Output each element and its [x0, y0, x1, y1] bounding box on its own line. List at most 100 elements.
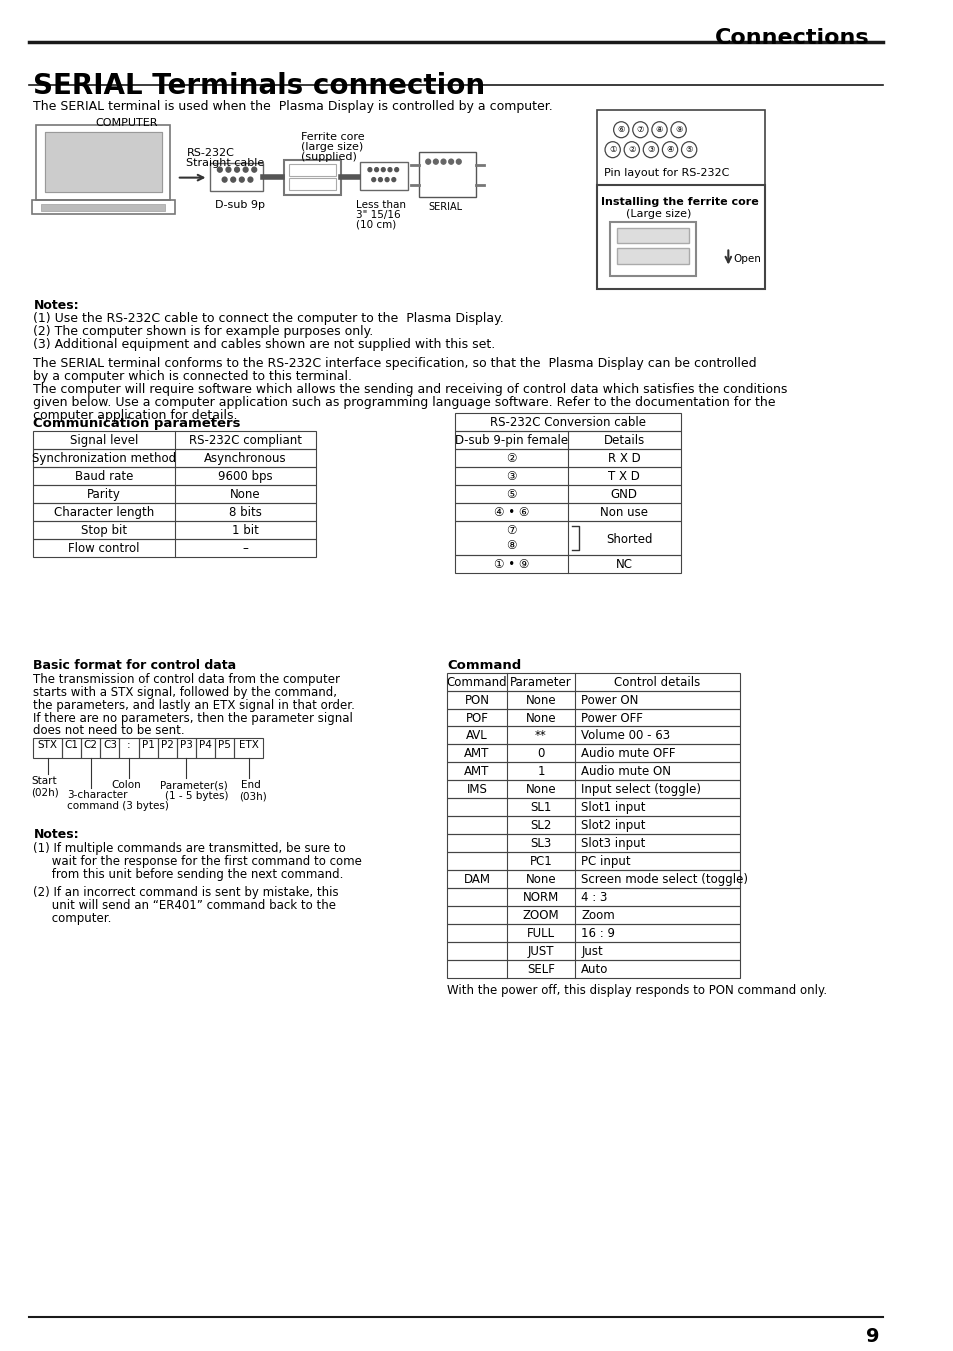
Bar: [447, 870, 739, 888]
Bar: [447, 708, 739, 727]
Circle shape: [252, 168, 256, 172]
Bar: [447, 798, 739, 816]
Text: ⑨: ⑨: [674, 126, 681, 134]
Text: P3: P3: [180, 740, 193, 750]
Text: (1 - 5 bytes): (1 - 5 bytes): [165, 792, 229, 801]
Bar: [616, 249, 688, 265]
Text: given below. Use a computer application such as programming language software. R: given below. Use a computer application …: [33, 396, 775, 409]
Text: Command: Command: [446, 676, 507, 689]
Text: ③: ③: [506, 470, 517, 484]
Bar: [447, 907, 739, 924]
Text: AMT: AMT: [464, 766, 489, 778]
Text: Asynchronous: Asynchronous: [204, 453, 287, 465]
Text: Power ON: Power ON: [580, 693, 638, 707]
Text: Straight cable: Straight cable: [186, 158, 264, 168]
Text: DAM: DAM: [463, 873, 490, 886]
Text: If there are no parameters, then the parameter signal: If there are no parameters, then the par…: [33, 712, 353, 724]
Text: The computer will require software which allows the sending and receiving of con: The computer will require software which…: [33, 384, 787, 396]
Text: 16 : 9: 16 : 9: [580, 927, 615, 940]
Text: D-sub 9p: D-sub 9p: [214, 200, 265, 209]
Text: C1: C1: [65, 740, 78, 750]
Circle shape: [248, 177, 253, 182]
Text: ④ • ⑥: ④ • ⑥: [493, 505, 529, 519]
Bar: [33, 521, 316, 539]
Text: command (3 bytes): command (3 bytes): [67, 801, 169, 812]
Text: None: None: [525, 784, 556, 796]
Bar: [33, 449, 316, 467]
Text: Slot3 input: Slot3 input: [580, 838, 645, 850]
Bar: [597, 109, 764, 185]
Circle shape: [392, 177, 395, 181]
Text: (2) If an incorrect command is sent by mistake, this: (2) If an incorrect command is sent by m…: [33, 886, 338, 900]
Bar: [33, 739, 62, 758]
Text: Shorted: Shorted: [606, 532, 653, 546]
Text: Auto: Auto: [580, 963, 608, 975]
Circle shape: [372, 177, 375, 181]
Bar: [447, 924, 739, 942]
Circle shape: [651, 122, 666, 138]
Text: The SERIAL terminal conforms to the RS-232C interface specification, so that the: The SERIAL terminal conforms to the RS-2…: [33, 357, 757, 370]
Text: SL1: SL1: [530, 801, 551, 815]
Bar: [447, 888, 739, 907]
Text: P5: P5: [218, 740, 231, 750]
Circle shape: [440, 159, 445, 165]
Text: ⑦: ⑦: [636, 126, 643, 134]
Text: C2: C2: [84, 740, 98, 750]
Text: Character length: Character length: [54, 505, 154, 519]
Text: ① • ⑨: ① • ⑨: [493, 558, 529, 571]
Text: Volume 00 - 63: Volume 00 - 63: [580, 730, 670, 743]
Text: Non use: Non use: [599, 505, 647, 519]
Bar: [81, 739, 100, 758]
Circle shape: [642, 142, 658, 158]
Bar: [210, 162, 263, 190]
Text: 4 : 3: 4 : 3: [580, 892, 607, 904]
Text: 9: 9: [865, 1327, 879, 1346]
Bar: [447, 835, 739, 852]
Bar: [289, 177, 336, 189]
Text: from this unit before sending the next command.: from this unit before sending the next c…: [33, 869, 343, 881]
Bar: [455, 521, 679, 555]
Text: **: **: [535, 730, 546, 743]
Circle shape: [368, 168, 372, 172]
Circle shape: [388, 168, 392, 172]
Text: ⑧: ⑧: [655, 126, 662, 134]
Text: (10 cm): (10 cm): [355, 220, 395, 230]
Text: AMT: AMT: [464, 747, 489, 761]
Bar: [33, 503, 316, 521]
Text: RS-232C compliant: RS-232C compliant: [189, 434, 302, 447]
Circle shape: [395, 168, 398, 172]
Text: Colon: Colon: [112, 781, 141, 790]
Text: (1) If multiple commands are transmitted, be sure to: (1) If multiple commands are transmitted…: [33, 842, 346, 855]
Text: 3-character: 3-character: [67, 790, 128, 800]
Text: R X D: R X D: [607, 453, 639, 465]
Text: does not need to be sent.: does not need to be sent.: [33, 724, 185, 738]
Bar: [447, 816, 739, 835]
Bar: [447, 673, 739, 690]
Text: GND: GND: [610, 488, 637, 501]
Bar: [455, 449, 679, 467]
Text: Input select (toggle): Input select (toggle): [580, 784, 700, 796]
Bar: [447, 961, 739, 978]
Bar: [455, 503, 679, 521]
Bar: [233, 739, 263, 758]
Circle shape: [381, 168, 385, 172]
Text: Slot1 input: Slot1 input: [580, 801, 645, 815]
Bar: [33, 485, 316, 503]
Text: Screen mode select (toggle): Screen mode select (toggle): [580, 873, 747, 886]
Circle shape: [680, 142, 696, 158]
Bar: [214, 739, 233, 758]
Text: Start: Start: [31, 777, 57, 786]
Text: Communication parameters: Communication parameters: [33, 417, 241, 430]
Text: wait for the response for the first command to come: wait for the response for the first comm…: [33, 855, 362, 869]
Text: –: –: [242, 542, 249, 555]
Text: Flow control: Flow control: [69, 542, 140, 555]
Bar: [195, 739, 214, 758]
Text: AVL: AVL: [466, 730, 487, 743]
Text: Ferrite core: Ferrite core: [301, 132, 364, 142]
Bar: [41, 204, 165, 211]
Bar: [45, 132, 161, 192]
Text: JUST: JUST: [527, 944, 554, 958]
Bar: [45, 132, 161, 192]
Text: ①: ①: [608, 145, 616, 154]
Circle shape: [378, 177, 382, 181]
